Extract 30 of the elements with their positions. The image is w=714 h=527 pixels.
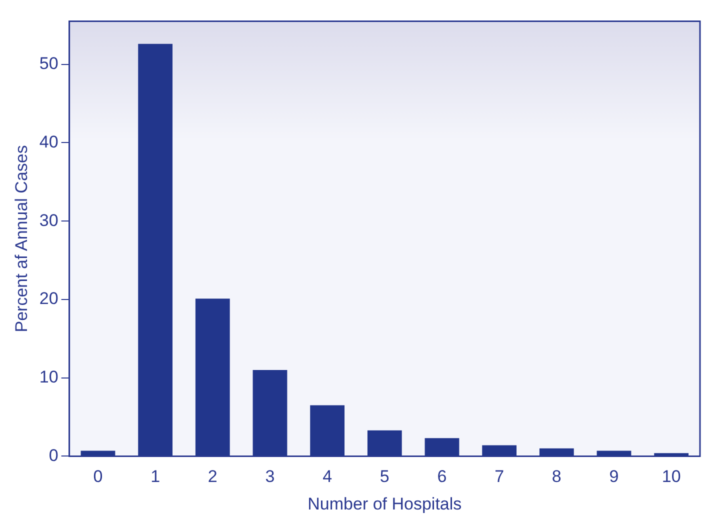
x-tick-label: 1: [150, 467, 160, 486]
x-tick-label: 2: [208, 467, 218, 486]
x-tick-label: 5: [380, 467, 390, 486]
bar: [596, 450, 632, 456]
bar: [138, 44, 173, 456]
y-axis-title: Percent af Annual Cases: [12, 145, 31, 332]
x-tick-label: 0: [93, 467, 103, 486]
x-tick-label: 9: [609, 467, 619, 486]
y-tick-label: 30: [39, 210, 58, 230]
y-tick-label: 40: [39, 132, 58, 152]
bar: [252, 370, 288, 456]
x-tick-label: 8: [552, 467, 562, 486]
y-tick-label: 10: [39, 368, 58, 387]
y-tick-label: 0: [48, 446, 58, 465]
x-tick-label: 7: [494, 467, 504, 486]
y-tick-label: 20: [39, 289, 58, 308]
x-tick-label: 6: [437, 467, 447, 486]
bar: [482, 445, 517, 456]
bar: [424, 438, 460, 456]
bar: [539, 448, 574, 456]
bar: [367, 430, 402, 456]
x-tick-label: 4: [322, 467, 332, 486]
y-tick-label: 50: [39, 54, 58, 73]
bar: [310, 405, 345, 456]
bar: [654, 453, 689, 456]
x-tick-label: 3: [265, 467, 275, 486]
bar: [80, 450, 116, 456]
x-axis-title: Number of Hospitals: [308, 494, 462, 514]
bar: [195, 298, 230, 456]
x-tick-label: 10: [662, 467, 681, 486]
